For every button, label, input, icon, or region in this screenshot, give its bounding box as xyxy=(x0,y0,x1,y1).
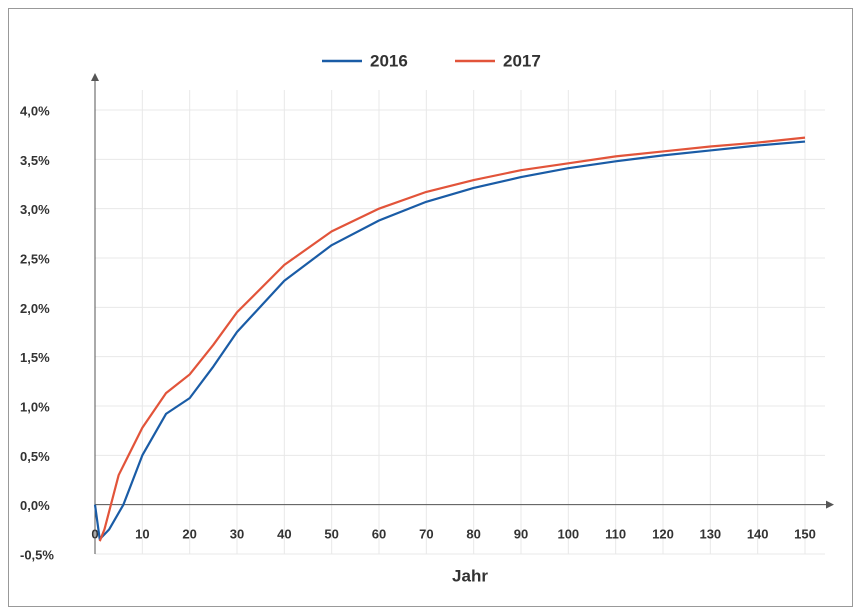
y-tick-label: 4,0% xyxy=(20,103,50,118)
y-tick-label: 3,5% xyxy=(20,153,50,168)
y-tick-label: 3,0% xyxy=(20,202,50,217)
x-tick-label: 140 xyxy=(747,526,769,541)
series-line xyxy=(93,140,806,541)
x-axis-arrow xyxy=(826,500,834,509)
x-tick-label: 50 xyxy=(324,526,338,541)
x-tick-label: 30 xyxy=(230,526,244,541)
x-tick-label: 90 xyxy=(514,526,528,541)
legend-label: 2017 xyxy=(503,51,541,70)
x-axis-label: Jahr xyxy=(452,566,488,585)
x-tick-label: 110 xyxy=(605,526,626,541)
x-tick-label: 130 xyxy=(699,526,721,541)
x-tick-label: 150 xyxy=(794,526,816,541)
x-tick-label: 100 xyxy=(557,526,579,541)
y-tick-label: 1,5% xyxy=(20,350,50,365)
y-tick-label: -0,5% xyxy=(20,547,54,562)
y-tick-label: 2,5% xyxy=(20,251,50,266)
x-tick-label: 60 xyxy=(372,526,386,541)
y-axis-arrow xyxy=(91,73,99,81)
y-tick-label: 0,0% xyxy=(20,498,50,513)
x-tick-label: 120 xyxy=(652,526,674,541)
y-tick-label: 1,0% xyxy=(20,399,50,414)
y-tick-label: 0,5% xyxy=(20,449,50,464)
legend-label: 2016 xyxy=(370,51,408,70)
x-tick-label: 80 xyxy=(466,526,480,541)
x-tick-label: 70 xyxy=(419,526,433,541)
series-line xyxy=(98,136,806,542)
x-tick-label: 20 xyxy=(182,526,196,541)
y-tick-label: 2,0% xyxy=(20,301,50,316)
x-tick-label: 40 xyxy=(277,526,291,541)
x-tick-label: 10 xyxy=(135,526,149,541)
